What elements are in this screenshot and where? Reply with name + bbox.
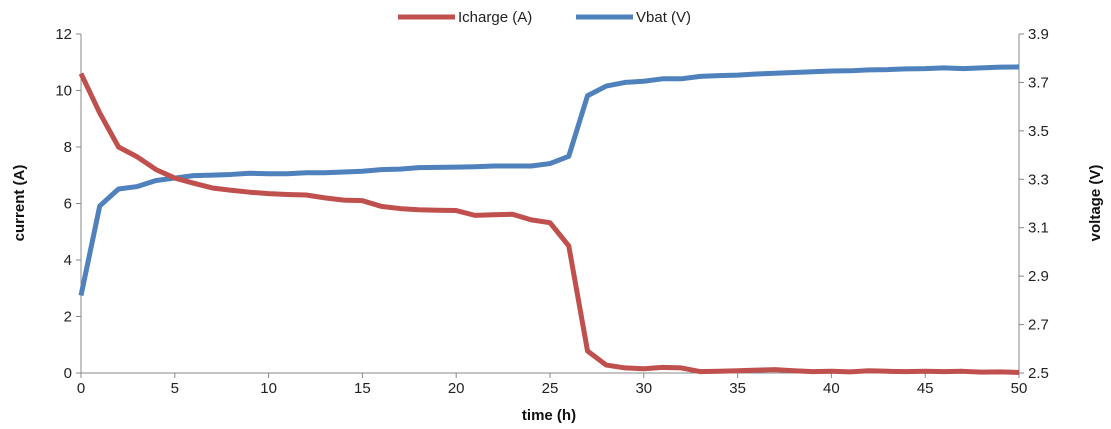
x-tick-label: 20: [448, 380, 465, 397]
y-left-tick-label: 0: [64, 365, 72, 382]
y-left-tick-label: 8: [64, 139, 72, 156]
legend-label-icharge: Icharge (A): [458, 9, 532, 26]
y-left-tick-label: 10: [55, 83, 72, 100]
y-left-tick-label: 6: [64, 196, 72, 213]
y-right-tick-label: 3.9: [1028, 26, 1049, 43]
y-left-ticks: 0 2 4 6 8 10 12: [55, 26, 81, 382]
y-right-ticks: 2.5 2.7 2.9 3.1 3.3 3.5 3.7 3.9: [1019, 26, 1049, 382]
y-right-tick-label: 2.9: [1028, 268, 1049, 285]
x-axis-title: time (h): [522, 407, 576, 424]
y-left-tick-label: 12: [55, 26, 72, 43]
series-line-icharge: [78, 72, 1020, 375]
x-tick-label: 40: [823, 380, 840, 397]
y-right-tick-label: 2.7: [1028, 317, 1049, 334]
plot-area: 0 5 10 15 20 25 30 35 40 45 50 0 2 4 6 8 10 12 2.5 2.7 2.9…: [55, 26, 1049, 397]
y-left-tick-label: 4: [64, 252, 72, 269]
x-tick-label: 45: [917, 380, 934, 397]
y-right-tick-label: 3.3: [1028, 171, 1049, 188]
legend-label-vbat: Vbat (V): [636, 9, 691, 26]
x-tick-label: 50: [1011, 380, 1028, 397]
x-tick-label: 35: [729, 380, 746, 397]
y-left-axis-title: current (A): [11, 165, 28, 242]
y-right-tick-label: 3.1: [1028, 220, 1049, 237]
y-left-tick-label: 2: [64, 309, 72, 326]
x-ticks: 0 5 10 15 20 25 30 35 40 45 50: [77, 373, 1028, 397]
series-layer: [78, 64, 1020, 375]
x-tick-label: 10: [260, 380, 277, 397]
x-tick-label: 15: [354, 380, 371, 397]
legend: Icharge (A) Vbat (V): [398, 9, 691, 26]
series-line-vbat: [78, 64, 1020, 297]
y-right-tick-label: 2.5: [1028, 365, 1049, 382]
x-tick-label: 0: [77, 380, 85, 397]
x-tick-label: 30: [635, 380, 652, 397]
x-tick-label: 5: [171, 380, 179, 397]
y-right-tick-label: 3.7: [1028, 74, 1049, 91]
x-tick-label: 25: [542, 380, 559, 397]
y-right-tick-label: 3.5: [1028, 123, 1049, 140]
y-right-axis-title: voltage (V): [1087, 165, 1104, 242]
